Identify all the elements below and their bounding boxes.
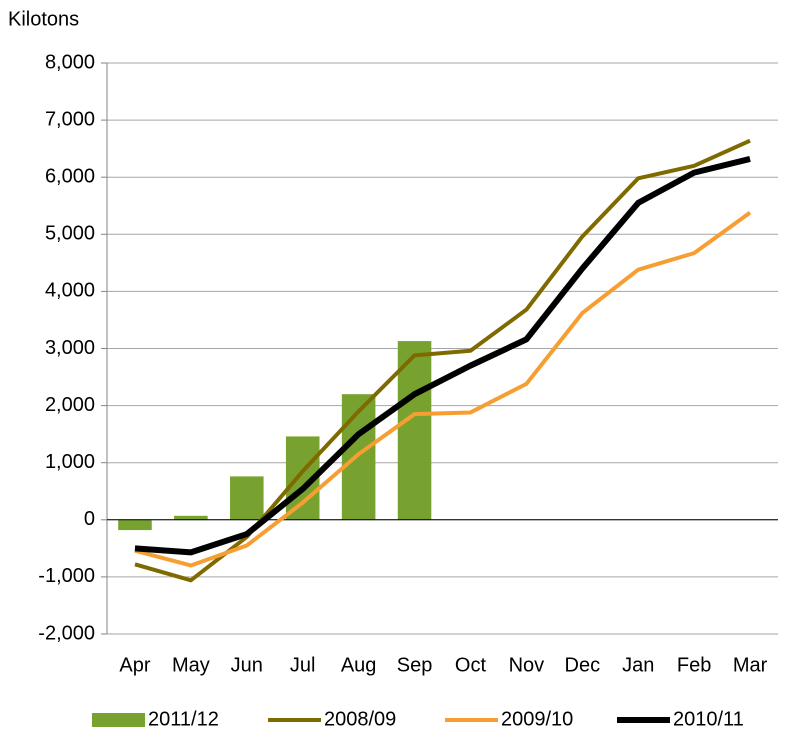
line — [134, 210, 752, 568]
x-tick-label: Aug — [341, 654, 377, 676]
x-tick-label: Jul — [290, 654, 316, 676]
line — [134, 138, 751, 583]
x-tick-label: Dec — [565, 654, 601, 676]
y-tick-label: -2,000 — [38, 622, 95, 644]
x-tick-label: May — [172, 654, 210, 676]
y-tick-label: 1,000 — [45, 451, 95, 473]
y-tick-label: 3,000 — [45, 337, 95, 359]
y-tick-label: 2,000 — [45, 394, 95, 416]
bar — [174, 515, 208, 520]
bar — [341, 394, 376, 520]
legend-swatch — [92, 713, 145, 727]
x-tick-label: Oct — [455, 654, 487, 676]
x-tick-label: Apr — [119, 654, 150, 676]
legend-label: 2011/12 — [148, 708, 219, 730]
legend-label: 2008/09 — [324, 708, 396, 730]
x-tick-label: Feb — [677, 654, 711, 676]
legend-label: 2009/10 — [501, 708, 573, 730]
x-tick-label: Jun — [231, 654, 263, 676]
y-tick-label: 5,000 — [45, 223, 95, 245]
x-tick-label: Mar — [733, 654, 768, 676]
legend-label: 2010/11 — [673, 708, 744, 730]
y-tick-label: 6,000 — [45, 165, 95, 187]
line — [134, 156, 751, 556]
y-tick-label: 8,000 — [45, 51, 95, 73]
bar — [118, 519, 152, 531]
y-tick-label: -1,000 — [38, 565, 95, 587]
x-tick-label: Jan — [622, 654, 654, 676]
y-axis-label: Kilotons — [8, 8, 79, 30]
x-tick-label: Nov — [509, 654, 545, 676]
y-tick-label: 4,000 — [45, 280, 95, 302]
x-tick-label: Sep — [397, 654, 433, 676]
y-tick-label: 0 — [84, 508, 95, 530]
bar — [230, 476, 264, 520]
bar — [397, 341, 432, 520]
y-tick-label: 7,000 — [45, 108, 95, 130]
